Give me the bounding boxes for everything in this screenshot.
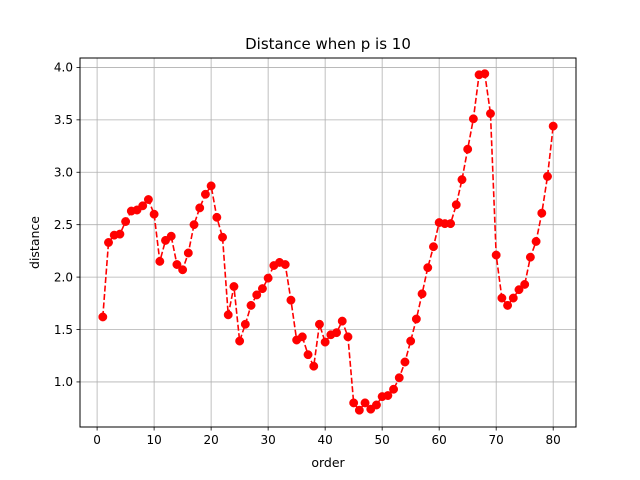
data-point [212, 212, 222, 222]
data-point [138, 201, 148, 211]
y-tick-label: 2.0 [54, 270, 73, 284]
data-point [411, 314, 421, 324]
x-tick-label: 80 [546, 433, 561, 447]
data-point [389, 384, 399, 394]
data-point [548, 121, 558, 131]
data-point [332, 328, 342, 338]
data-point [400, 357, 410, 367]
data-point [218, 232, 227, 242]
y-tick-label: 4.0 [54, 61, 73, 75]
data-point [172, 260, 182, 269]
y-tick-label: 2.5 [54, 218, 73, 232]
y-axis-label: distance [27, 216, 42, 269]
data-point [229, 282, 239, 291]
data-point [280, 260, 290, 269]
data-point [235, 336, 245, 346]
x-axis-label: order [311, 455, 345, 470]
data-point [257, 284, 267, 294]
data-point [543, 172, 552, 181]
data-point [320, 337, 330, 347]
x-tick-label: 50 [375, 433, 390, 447]
plot-area-frame [79, 57, 577, 428]
data-point [166, 231, 176, 241]
data-point [286, 295, 296, 305]
data-point [303, 350, 313, 360]
data-point [520, 279, 530, 289]
data-point [508, 293, 518, 303]
data-point [457, 175, 467, 185]
data-point [183, 248, 193, 258]
data-point [537, 208, 547, 218]
y-tick-label: 3.0 [54, 166, 73, 180]
data-point [394, 373, 404, 383]
data-point [451, 200, 461, 210]
data-point [429, 242, 438, 252]
data-point [252, 290, 262, 300]
data-point [468, 114, 478, 124]
grid [80, 58, 576, 427]
data-point [314, 319, 324, 329]
data-point [263, 273, 273, 283]
data-point [486, 109, 495, 119]
data-point [446, 219, 456, 229]
data-point [297, 332, 307, 342]
data-point [354, 405, 364, 415]
data-point [417, 289, 427, 299]
data-point [240, 319, 250, 329]
data-point [200, 189, 210, 199]
data-point [372, 400, 381, 410]
data-point [195, 203, 205, 213]
data-point [463, 144, 473, 154]
axis-ticks: 0 10 20 30 40 50 60 70 80 1.0 1.5 2.0 2.5 3.0 3.5 4.0 [54, 61, 561, 447]
data-point [525, 252, 535, 262]
data-point [514, 285, 524, 295]
data-point [309, 361, 319, 371]
data-point [406, 336, 416, 346]
data-point [491, 250, 501, 260]
data-point [143, 195, 153, 204]
data-point [121, 217, 131, 226]
x-tick-label: 70 [489, 433, 504, 447]
data-point [178, 265, 188, 275]
data-point [115, 229, 125, 239]
x-tick-label: 40 [318, 433, 333, 447]
data-point [360, 398, 370, 408]
data-point [104, 238, 113, 247]
y-tick-label: 1.5 [54, 323, 73, 337]
data-point [246, 300, 256, 310]
data-point [531, 237, 541, 246]
data-point [149, 209, 159, 219]
series-distance [98, 69, 558, 415]
data-point [98, 312, 108, 322]
data-point [503, 300, 513, 310]
data-point [155, 256, 165, 266]
data-point [223, 310, 233, 320]
y-tick-label: 1.0 [54, 375, 73, 389]
x-tick-label: 30 [260, 433, 275, 447]
data-point [337, 316, 347, 326]
x-tick-label: 20 [203, 433, 218, 447]
x-tick-label: 0 [93, 433, 101, 447]
x-tick-label: 60 [432, 433, 447, 447]
data-point [343, 332, 353, 342]
data-point [349, 398, 359, 408]
data-point [497, 293, 507, 303]
data-point [480, 69, 490, 79]
data-point [189, 220, 199, 230]
data-point [423, 263, 433, 273]
data-point [383, 391, 393, 401]
y-tick-label: 3.5 [54, 113, 73, 127]
data-point [206, 181, 216, 191]
chart-title: Distance when p is 10 [245, 35, 411, 53]
x-tick-label: 10 [146, 433, 161, 447]
